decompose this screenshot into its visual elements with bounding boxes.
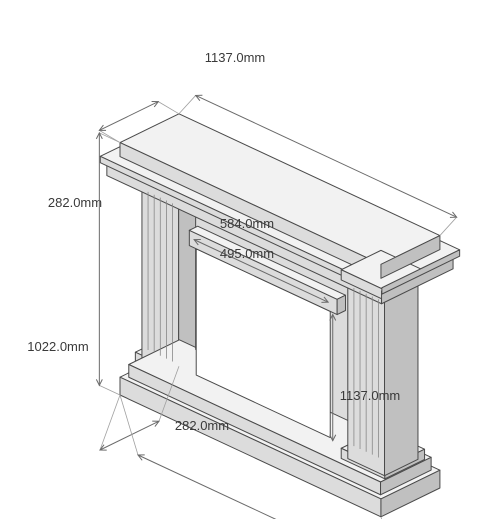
fireplace-geometry [100, 114, 459, 517]
ext-line [99, 385, 120, 395]
dim-label-top_depth: 282.0mm [48, 195, 102, 210]
dim-label-opening_width: 584.0mm [220, 216, 274, 231]
dim-label-base_depth: 282.0mm [175, 418, 229, 433]
dim-label-base_width: 1137.0mm [340, 388, 400, 403]
ext-line [158, 102, 179, 114]
ext-line [120, 395, 138, 455]
dim-line [99, 102, 158, 131]
ext-line [179, 95, 196, 113]
dim-label-opening_height: 495.0mm [220, 246, 274, 261]
dim-label-top_width: 1137.0mm [205, 50, 265, 65]
dimensioned-drawing: 1137.0mm 282.0mm 584.0mm 495.0mm 1022.0mm 282… [0, 0, 501, 519]
ext-line [99, 133, 120, 143]
ext-line [440, 217, 457, 235]
right-col-right [385, 281, 418, 476]
dim-label-total_height: 1022.0mm [27, 339, 88, 354]
